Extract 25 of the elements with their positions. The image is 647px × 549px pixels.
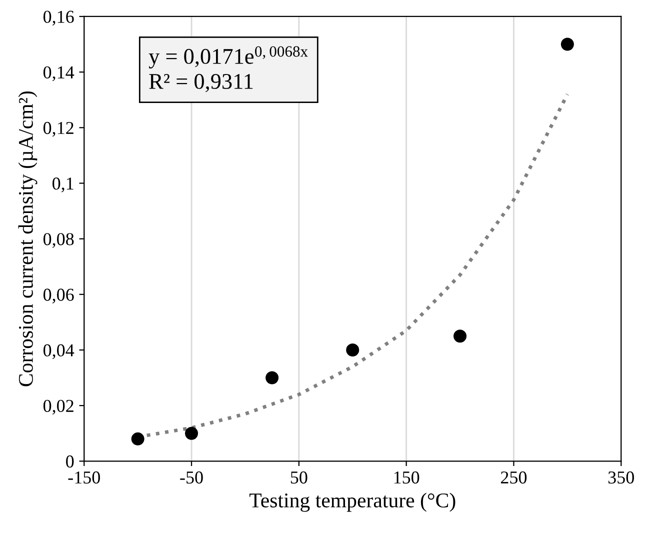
annotation: y = 0,0171e$^{0,0068x}$	[148, 46, 308, 68]
y-tick-label: 0	[66, 455, 74, 468]
y-tick-label: 0,04	[43, 344, 74, 360]
x-tick-label: 50	[290, 471, 308, 484]
y-tick-label: 0,08	[43, 233, 74, 248]
point	[131, 432, 144, 446]
x-tick-label: 350	[608, 471, 634, 484]
point	[266, 371, 279, 384]
x-tick-label: -50	[180, 471, 203, 484]
x-tick-label: 150	[394, 471, 420, 484]
y-tick-label: 0,06	[43, 288, 74, 304]
point	[346, 343, 360, 356]
point	[185, 426, 198, 440]
y-tick-label: 0,16	[43, 10, 74, 26]
y-tick-label: 0,02	[43, 400, 74, 415]
y-axis-title: Corrosion current density (µA/cm²)	[18, 91, 38, 386]
x-axis-title: Testing temperature (°C)	[249, 492, 456, 512]
annotation: R² = 0,9311	[149, 74, 253, 92]
y-tick-label: 0,14	[43, 66, 74, 82]
y-tick-label: 0,12	[43, 122, 74, 137]
x-tick-label: -150	[68, 471, 100, 484]
x-tick-label: 250	[500, 471, 527, 484]
point	[560, 38, 574, 51]
y-tick-label: 0,1	[52, 177, 74, 192]
point	[454, 330, 467, 343]
